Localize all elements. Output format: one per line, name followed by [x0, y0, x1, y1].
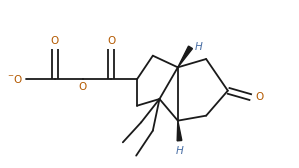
Text: O: O — [107, 36, 115, 46]
Text: H: H — [194, 42, 202, 52]
Polygon shape — [177, 121, 182, 141]
Text: O: O — [255, 92, 263, 102]
Text: $^{-}$O: $^{-}$O — [7, 73, 23, 85]
Text: O: O — [51, 36, 59, 46]
Polygon shape — [178, 46, 193, 67]
Text: H: H — [176, 146, 183, 156]
Text: O: O — [79, 82, 87, 92]
